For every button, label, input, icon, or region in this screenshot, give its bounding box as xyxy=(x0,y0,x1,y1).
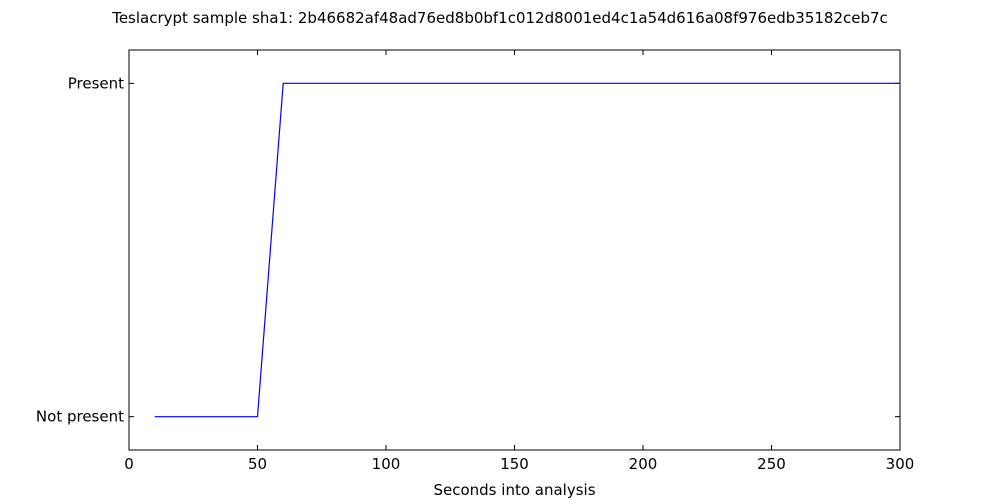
x-tick-label: 100 xyxy=(372,455,401,473)
y-tick-label: Present xyxy=(68,74,124,92)
x-tick-label: 300 xyxy=(886,455,915,473)
y-axis-ticks: Not present Present xyxy=(36,74,900,426)
x-tick-label: 150 xyxy=(500,455,529,473)
x-tick-label: 250 xyxy=(757,455,786,473)
chart-title: Teslacrypt sample sha1: 2b46682af48ad76e… xyxy=(111,9,888,27)
plot-area xyxy=(128,49,901,451)
series-line xyxy=(154,82,900,418)
x-axis-label: Seconds into analysis xyxy=(433,481,595,499)
series-group xyxy=(154,82,900,418)
x-tick-label: 0 xyxy=(124,455,134,473)
x-tick-label: 50 xyxy=(248,455,267,473)
x-tick-label: 200 xyxy=(629,455,658,473)
y-tick-label: Not present xyxy=(36,408,124,426)
x-axis-ticks: 0 50 100 150 200 250 300 xyxy=(124,50,914,473)
